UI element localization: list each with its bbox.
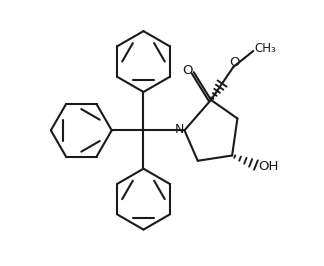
Text: CH₃: CH₃: [254, 42, 276, 55]
Text: O: O: [229, 56, 240, 69]
Text: N: N: [175, 123, 184, 136]
Text: OH: OH: [259, 160, 279, 173]
Text: O: O: [183, 64, 193, 77]
